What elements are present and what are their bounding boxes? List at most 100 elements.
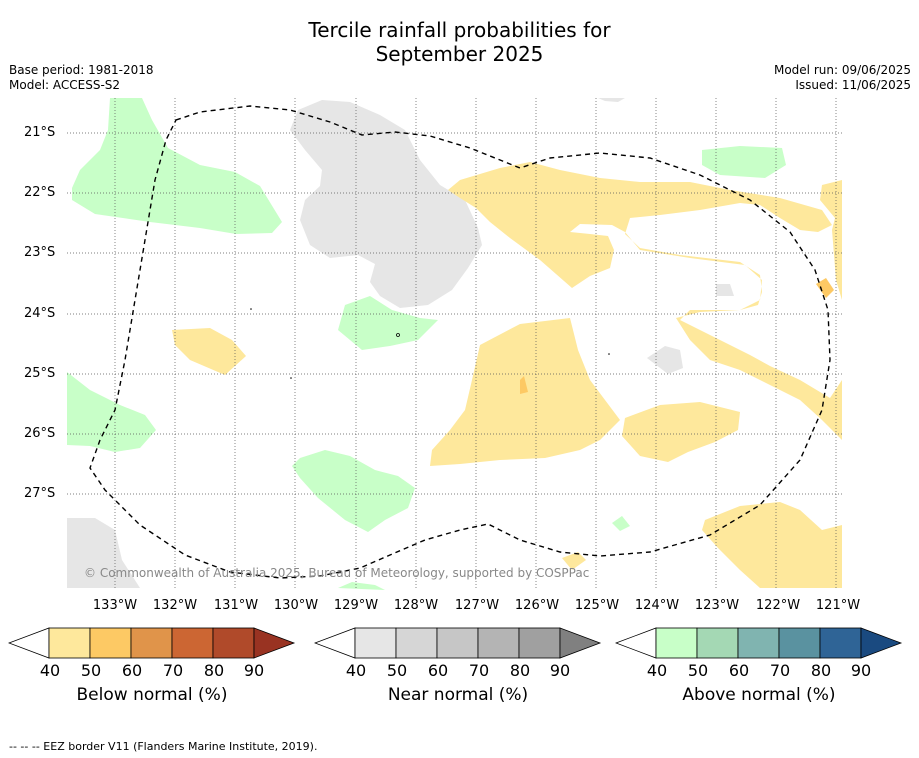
colorbar-swatch (436, 627, 479, 659)
tick-label: 60 (728, 661, 750, 680)
colorbar-high-arrow (559, 627, 602, 659)
below-normal-region (448, 162, 842, 440)
island-marker (396, 333, 400, 337)
meta-left: Base period: 1981-2018 Model: ACCESS-S2 (9, 63, 154, 93)
colorbar-swatch (696, 627, 739, 659)
forecast-map (67, 98, 843, 590)
copyright-notice: © Commonwealth of Australia 2025, Bureau… (84, 566, 590, 580)
colorbar-near-normal (313, 627, 602, 659)
tick-label: 70 (162, 661, 184, 680)
tick-label: 40 (39, 661, 61, 680)
colorbar-swatch (778, 627, 821, 659)
colorbar-swatch (212, 627, 255, 659)
above-normal-region (72, 98, 282, 234)
lon-label: 124°W (634, 598, 680, 613)
tick-label: 70 (468, 661, 490, 680)
tick-label: 60 (427, 661, 449, 680)
legend-caption: Above normal (%) (682, 685, 836, 705)
legend-caption: Near normal (%) (387, 685, 529, 705)
colorbar-high-arrow (253, 627, 296, 659)
below-normal-region (172, 328, 246, 375)
gridlines (67, 98, 843, 590)
colorbar-low-arrow (614, 627, 657, 659)
below-normal-region (562, 552, 586, 570)
title-line-2: September 2025 (375, 42, 544, 66)
colorbar-swatch (737, 627, 780, 659)
tick-label: 50 (687, 661, 709, 680)
colorbar-swatch (819, 627, 862, 659)
lat-label: 22°S (24, 185, 56, 200)
near-normal-region (598, 98, 625, 102)
tick-label: 80 (509, 661, 531, 680)
lat-label: 21°S (24, 125, 56, 140)
lon-label: 132°W (152, 598, 198, 613)
near-normal-region (290, 100, 482, 308)
island-marker (250, 308, 252, 310)
lon-label: 125°W (574, 598, 620, 613)
colorbar-swatch (477, 627, 520, 659)
colorbar-swatch (354, 627, 397, 659)
tick-label: 80 (203, 661, 225, 680)
near-normal-region (67, 518, 140, 588)
tick-label: 40 (345, 661, 367, 680)
tick-label: 90 (549, 661, 571, 680)
above-normal-region (338, 296, 438, 350)
colorbar-swatch (48, 627, 91, 659)
tick-label: 40 (646, 661, 668, 680)
base-period: Base period: 1981-2018 (9, 63, 154, 77)
above-normal-region (67, 372, 156, 452)
above-normal-region (338, 582, 385, 590)
lon-label: 127°W (454, 598, 500, 613)
issued-date: Issued: 11/06/2025 (795, 78, 911, 92)
lon-label: 121°W (815, 598, 861, 613)
colorbar-swatch (395, 627, 438, 659)
lat-label: 25°S (24, 366, 56, 381)
legend-above-normal: 40 50 60 70 80 90 Above normal (%) (614, 625, 905, 705)
lon-label: 126°W (514, 598, 560, 613)
map-area (67, 98, 843, 590)
colorbar-high-arrow (860, 627, 903, 659)
tick-label: 90 (850, 661, 872, 680)
lat-label: 24°S (24, 306, 56, 321)
tick-label: 70 (769, 661, 791, 680)
model-name: Model: ACCESS-S2 (9, 78, 121, 92)
below-normal-region (702, 502, 842, 588)
model-run: Model run: 09/06/2025 (773, 63, 911, 77)
colorbar-low-arrow (313, 627, 356, 659)
title-line-1: Tercile rainfall probabilities for (308, 18, 611, 42)
lon-label: 123°W (694, 598, 740, 613)
island-marker (290, 377, 292, 379)
lat-label: 27°S (24, 486, 56, 501)
below-normal-region (520, 376, 528, 394)
tick-label: 50 (80, 661, 102, 680)
above-normal-region (292, 450, 415, 532)
lon-label: 131°W (213, 598, 259, 613)
meta-right: Model run: 09/06/2025 Issued: 11/06/2025 (774, 63, 911, 93)
colorbar-swatch (130, 627, 173, 659)
lat-label: 26°S (24, 426, 56, 441)
colorbar-swatch (89, 627, 132, 659)
lat-label: 23°S (24, 245, 56, 260)
map-title: Tercile rainfall probabilities for Septe… (0, 18, 919, 66)
tick-label: 60 (121, 661, 143, 680)
colorbar-swatch (171, 627, 214, 659)
legend-near-normal: 40 50 60 70 80 90 Near normal (%) (313, 625, 604, 705)
island-marker (608, 353, 610, 355)
above-normal-region (612, 516, 630, 531)
colorbar-below-normal (7, 627, 296, 659)
eez-footnote: -- -- -- EEZ border V11 (Flanders Marine… (9, 740, 318, 753)
lon-label: 128°W (393, 598, 439, 613)
lon-label: 133°W (92, 598, 138, 613)
near-normal-region (647, 346, 683, 374)
colorbar-low-arrow (7, 627, 50, 659)
legend-caption: Below normal (%) (76, 685, 228, 705)
below-normal-region (816, 278, 834, 298)
tick-label: 90 (243, 661, 265, 680)
near-normal-region (716, 284, 734, 296)
colorbar-above-normal (614, 627, 903, 659)
tick-label: 80 (810, 661, 832, 680)
above-normal-region (702, 146, 786, 178)
below-normal-region (622, 402, 740, 462)
tick-label: 50 (386, 661, 408, 680)
colorbar-swatch (655, 627, 698, 659)
